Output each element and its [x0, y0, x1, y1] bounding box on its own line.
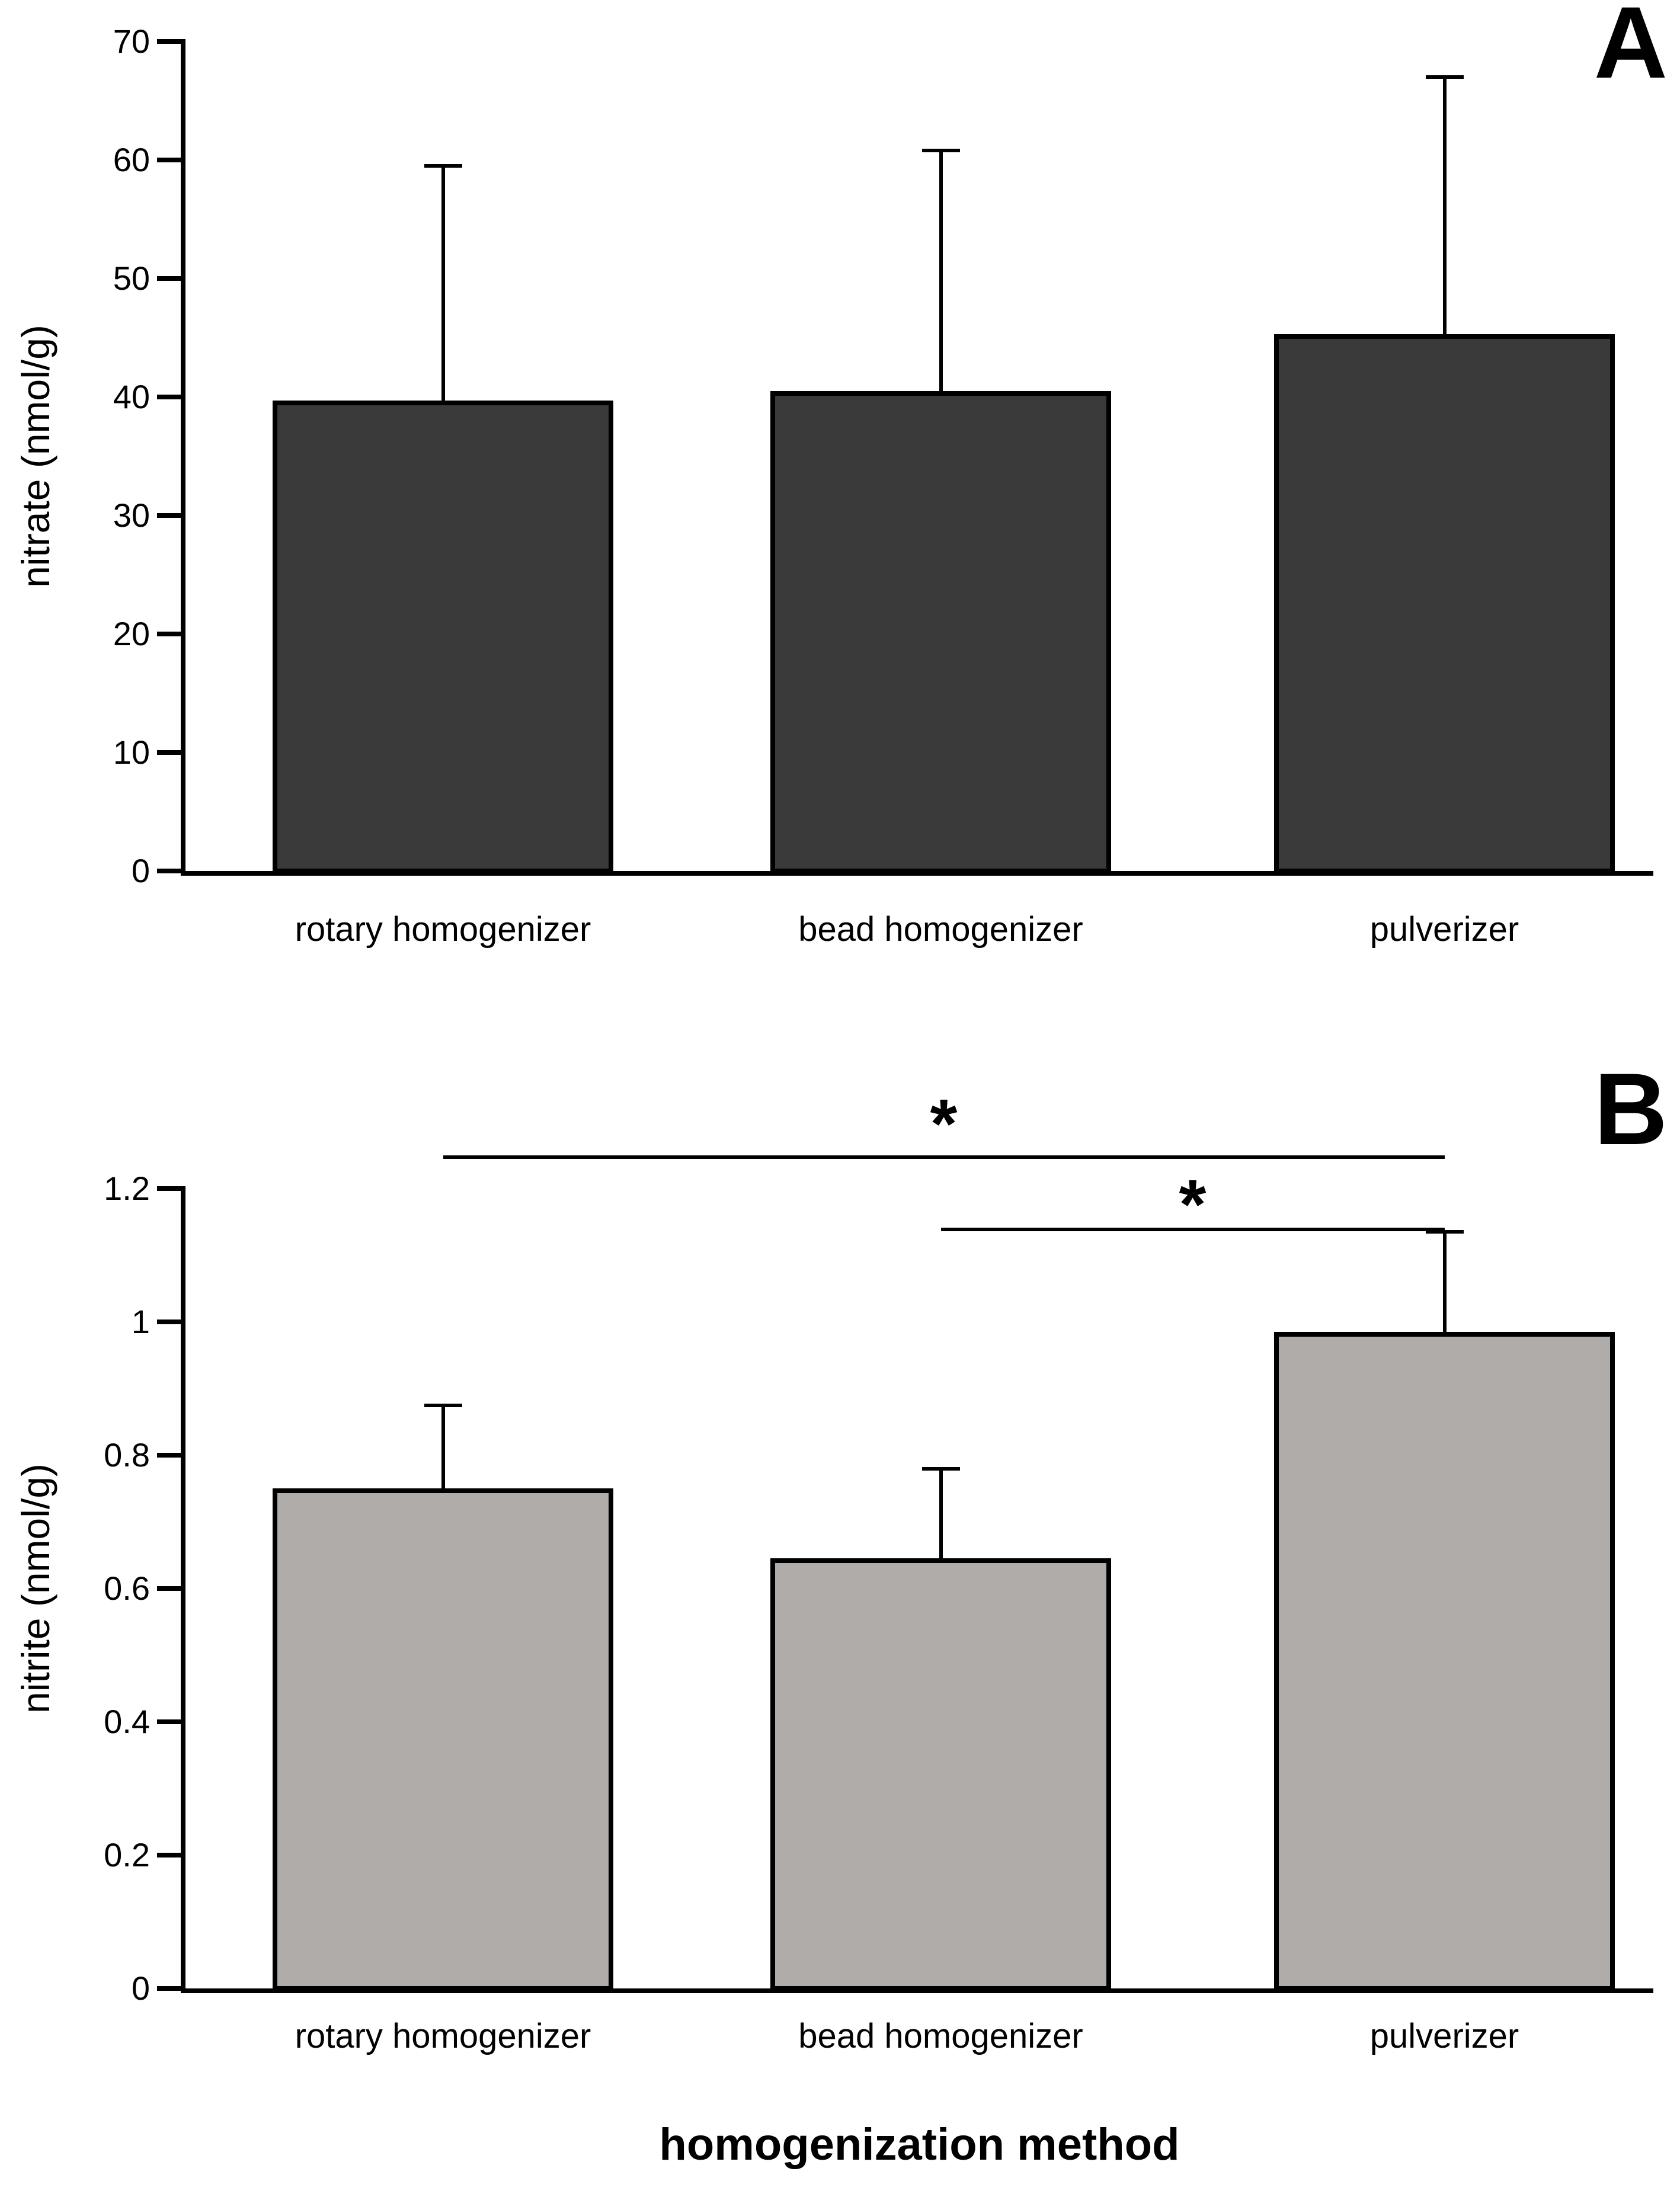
- y-tick-label: 70: [113, 23, 150, 60]
- bar: [770, 391, 1111, 873]
- y-tick-label: 1: [131, 1303, 150, 1340]
- y-tick-label: 60: [113, 141, 150, 178]
- y-axis-tick: [157, 869, 181, 873]
- category-label: pulverizer: [1369, 2017, 1519, 2055]
- significance-asterisk: *: [1179, 1165, 1207, 1244]
- y-tick-label: 0.6: [104, 1570, 150, 1607]
- y-axis-tick: [157, 513, 181, 518]
- y-axis-tick: [157, 750, 181, 755]
- category-label: rotary homogenizer: [295, 910, 591, 949]
- panel-a-plot: 0 10 20 30 40 50 60 70 rotary homogenizer bead ho…: [0, 0, 1680, 1007]
- error-bar-cap: [921, 149, 960, 152]
- y-axis-tick: [157, 39, 181, 44]
- bar: [273, 1488, 613, 1991]
- category-label: rotary homogenizer: [295, 2017, 591, 2055]
- y-axis-tick: [157, 1719, 181, 1724]
- y-axis-tick: [157, 632, 181, 636]
- error-bar-cap: [1425, 1230, 1464, 1234]
- significance-asterisk: *: [930, 1085, 958, 1163]
- y-tick-label: 0.8: [104, 1436, 150, 1474]
- y-axis-tick: [157, 1586, 181, 1591]
- x-axis-line: [181, 1988, 1653, 1993]
- category-label: pulverizer: [1369, 910, 1519, 949]
- category-label: bead homogenizer: [798, 2017, 1083, 2055]
- y-tick-label: 50: [113, 260, 150, 297]
- significance-line: [443, 1155, 1445, 1159]
- error-bar-cap: [424, 164, 462, 168]
- y-tick-label: 40: [113, 378, 150, 415]
- y-tick-label: 20: [113, 615, 150, 652]
- panel-b-letter: B: [1593, 1052, 1668, 1166]
- error-bar-stem: [441, 166, 445, 401]
- error-bar-cap: [1425, 75, 1464, 79]
- panel-a-letter: A: [1593, 0, 1668, 100]
- error-bar-stem: [939, 150, 943, 391]
- error-bar-stem: [1442, 77, 1447, 334]
- x-axis-line: [181, 871, 1653, 876]
- significance-line: [940, 1228, 1445, 1231]
- bar: [770, 1558, 1111, 1991]
- bar: [1274, 1331, 1615, 1991]
- y-tick-label: 30: [113, 497, 150, 534]
- bar: [1274, 334, 1615, 873]
- error-bar-stem: [1442, 1232, 1447, 1332]
- y-axis-line: [181, 39, 185, 876]
- x-axis-title: homogenization method: [659, 2119, 1180, 2170]
- y-tick-label: 0.4: [104, 1703, 150, 1740]
- y-axis-tick: [157, 276, 181, 281]
- y-axis-tick: [157, 1320, 181, 1324]
- error-bar-cap: [921, 1466, 960, 1471]
- y-axis-tick: [157, 1853, 181, 1857]
- y-tick-label: 0: [131, 852, 150, 889]
- y-tick-label: 1.2: [104, 1170, 150, 1207]
- y-axis-tick: [157, 395, 181, 399]
- error-bar-cap: [424, 1403, 462, 1407]
- category-label: bead homogenizer: [798, 910, 1083, 949]
- y-axis-tick: [157, 158, 181, 162]
- y-tick-label: 0.2: [104, 1836, 150, 1873]
- error-bar-stem: [441, 1405, 445, 1489]
- error-bar-stem: [939, 1468, 943, 1559]
- y-axis-tick: [157, 1186, 181, 1191]
- y-axis-tick: [157, 1986, 181, 1991]
- y-axis-tick: [157, 1453, 181, 1458]
- y-tick-label: 10: [113, 734, 150, 771]
- y-tick-label: 0: [131, 1969, 150, 2007]
- bar: [273, 401, 613, 873]
- y-axis-line: [181, 1186, 185, 1993]
